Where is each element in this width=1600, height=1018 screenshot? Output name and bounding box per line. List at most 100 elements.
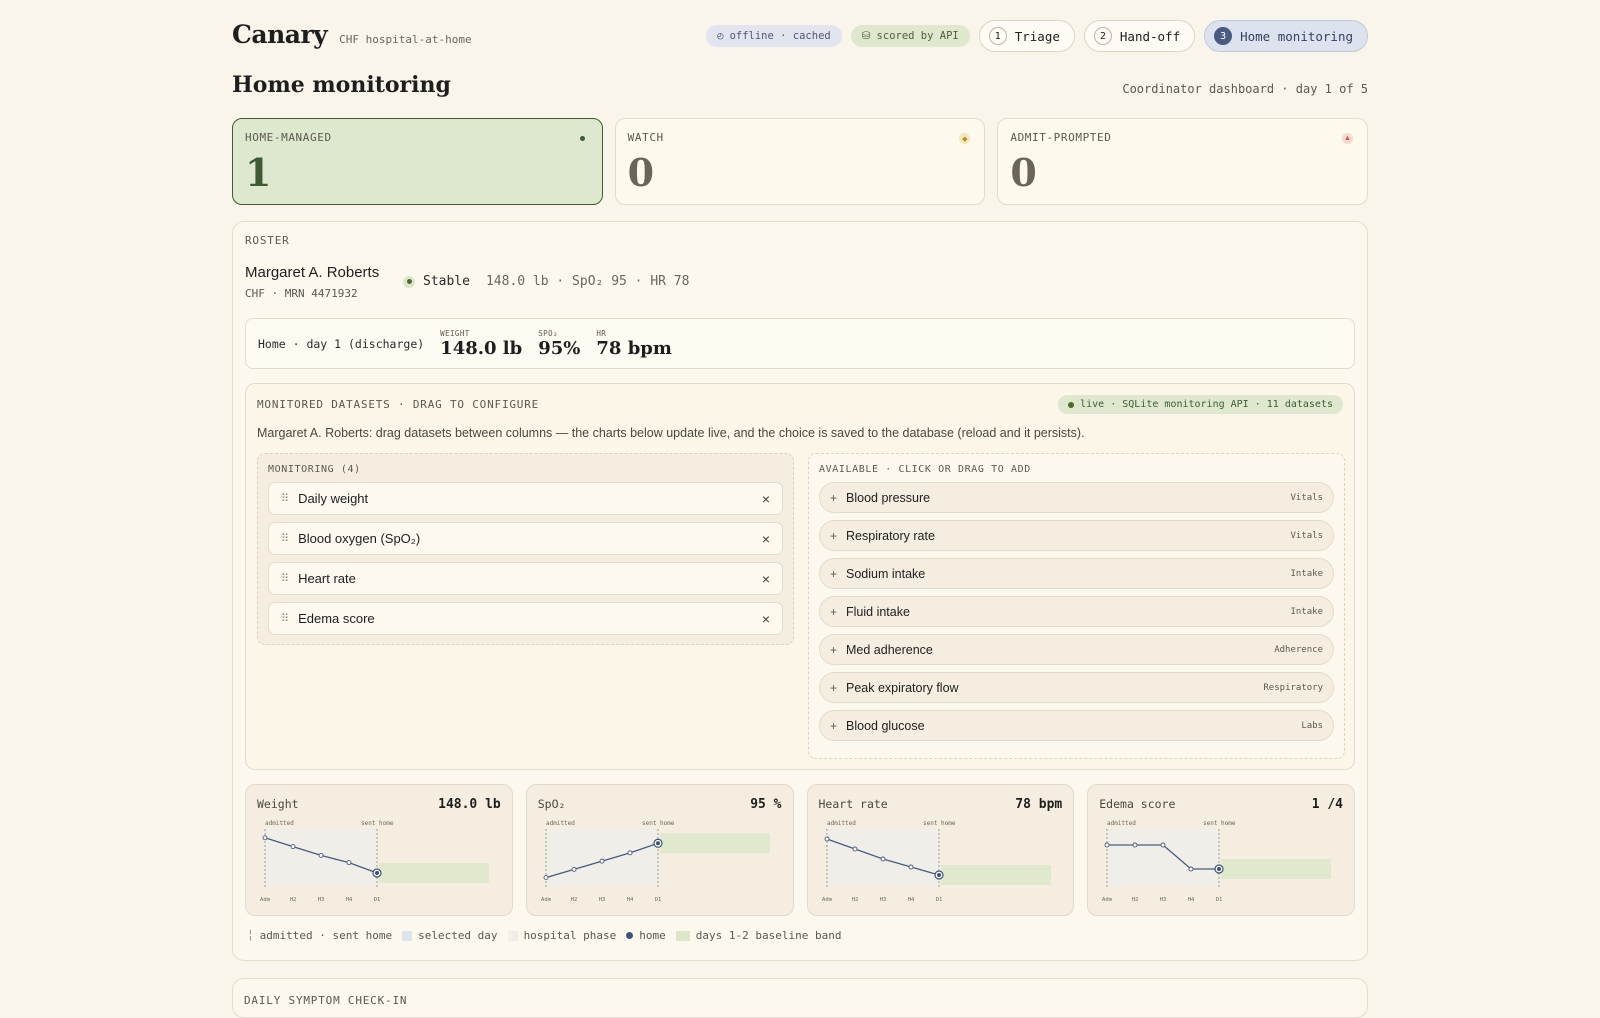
- stat-label: WATCH: [627, 131, 664, 144]
- patient-name: Margaret A. Roberts: [245, 264, 380, 281]
- page-meta: Coordinator dashboard · day 1 of 5: [1122, 82, 1368, 96]
- plus-icon: +: [830, 642, 838, 657]
- drag-handle-icon[interactable]: ⠿: [281, 613, 289, 625]
- offline-label: offline · cached: [729, 30, 831, 42]
- chart-spo2[interactable]: SpO₂ 95 % admitted sent home Adm H2 H3 H4 D1: [525, 784, 794, 916]
- step-number: 2: [1093, 27, 1112, 45]
- brand: Canary CHF hospital-at-home: [232, 20, 472, 49]
- day-summary: Home · day 1 (discharge) WEIGHT 148.0 lb…: [245, 318, 1355, 369]
- x-tick-label: H2: [570, 897, 577, 903]
- metric-key: HR: [596, 328, 607, 338]
- available-column[interactable]: AVAILABLE · CLICK OR DRAG TO ADD + Blood…: [808, 453, 1345, 759]
- dataset-category: Adherence: [1274, 644, 1323, 655]
- step-number: 3: [1214, 27, 1233, 45]
- step-triage[interactable]: 1 Triage: [978, 20, 1075, 52]
- x-tick-label: D1: [1216, 897, 1223, 903]
- chart-heart-rate[interactable]: Heart rate 78 bpm admitted sent home Adm H2…: [806, 784, 1075, 916]
- baseline-band: [379, 863, 489, 883]
- data-point: [880, 856, 885, 862]
- plus-icon: +: [830, 680, 838, 695]
- api-badge: ⛁ scored by API: [850, 25, 970, 47]
- remove-icon[interactable]: ×: [761, 490, 770, 507]
- chart-svg[interactable]: admitted sent home Adm H2 H3 H4 D1: [538, 817, 778, 905]
- stat-value: 0: [627, 150, 655, 195]
- baseline-band: [659, 833, 770, 854]
- plus-icon: +: [830, 604, 838, 619]
- annotation-sent-home: sent home: [361, 820, 394, 827]
- dataset-category: Respiratory: [1263, 682, 1323, 693]
- x-tick-label: Adm: [1102, 897, 1113, 903]
- data-point: [1188, 866, 1194, 872]
- data-point: [824, 836, 829, 842]
- x-tick-label: H3: [318, 897, 325, 903]
- status-dot-icon: [579, 136, 585, 141]
- monitoring-column[interactable]: MONITORING (4) ⠿ Daily weight × ⠿ Blood …: [257, 453, 794, 645]
- monitored-dataset[interactable]: ⠿ Heart rate ×: [268, 562, 783, 595]
- stat-admit-prompted[interactable]: ADMIT-PROMPTED 0 ▲: [997, 118, 1369, 205]
- data-point: [1160, 842, 1166, 848]
- x-tick-label: H4: [346, 897, 353, 903]
- stat-label: HOME-MANAGED: [245, 131, 332, 144]
- step-label: Home monitoring: [1240, 28, 1353, 44]
- patient-sub: CHF · MRN 4471932: [245, 287, 358, 300]
- dataset-label: Blood pressure: [846, 490, 931, 505]
- data-point: [543, 875, 549, 881]
- app-name: Canary: [232, 20, 328, 49]
- available-dataset[interactable]: + Blood glucose Labs: [819, 710, 1334, 741]
- stat-watch[interactable]: WATCH 0 ◆: [614, 118, 986, 205]
- patient-identity[interactable]: Margaret A. Roberts CHF · MRN 4471932: [245, 264, 379, 300]
- chart-edema[interactable]: Edema score 1 /4 admitted sent home Adm H2 H…: [1087, 784, 1355, 916]
- annotation-admitted: admitted: [1107, 820, 1136, 827]
- chart-weight[interactable]: Weight 148.0 lb admitted sent home Adm H2 H3…: [245, 784, 513, 916]
- data-point-selected: [375, 871, 379, 875]
- drag-handle-icon[interactable]: ⠿: [281, 533, 289, 545]
- data-point: [852, 846, 857, 852]
- step-hand-off[interactable]: 2 Hand-off: [1083, 20, 1196, 52]
- available-dataset[interactable]: + Med adherence Adherence: [819, 634, 1334, 665]
- home-dot-icon: [626, 932, 634, 939]
- monitored-dataset[interactable]: ⠿ Daily weight ×: [268, 482, 783, 515]
- available-dataset[interactable]: + Fluid intake Intake: [819, 596, 1334, 627]
- remove-icon[interactable]: ×: [761, 530, 770, 547]
- data-point: [318, 852, 324, 858]
- data-point-selected: [655, 841, 660, 846]
- dataset-label: Peak expiratory flow: [846, 680, 959, 695]
- available-dataset[interactable]: + Peak expiratory flow Respiratory: [819, 672, 1334, 703]
- roster-label: ROSTER: [245, 234, 290, 247]
- data-point: [262, 835, 268, 841]
- step-home-monitoring[interactable]: 3 Home monitoring: [1204, 20, 1368, 52]
- chart-title: Heart rate: [818, 797, 888, 811]
- chart-svg[interactable]: admitted sent home Adm H2 H3 H4 D1: [1099, 817, 1339, 905]
- patient-vitals: 148.0 lb · SpO₂ 95 · HR 78: [485, 274, 690, 289]
- available-dataset[interactable]: + Blood pressure Vitals: [819, 482, 1334, 513]
- baseline-band: [940, 865, 1051, 885]
- symptom-label: DAILY SYMPTOM CHECK-IN: [244, 994, 408, 1007]
- plus-icon: +: [830, 566, 838, 581]
- live-label: live · SQLite monitoring API · 11 datase…: [1080, 399, 1333, 410]
- stat-home-managed[interactable]: HOME-MANAGED 1: [232, 118, 603, 205]
- data-point: [1104, 842, 1110, 848]
- x-tick-label: D1: [654, 897, 661, 903]
- hospital-swatch-icon: [507, 930, 518, 941]
- stat-cards: HOME-MANAGED 1 WATCH 0 ◆ ADMIT-PROMPTED …: [232, 118, 1369, 205]
- x-tick-label: H2: [1132, 897, 1139, 903]
- metric-weight: WEIGHT 148.0 lb: [440, 329, 522, 359]
- chart-svg[interactable]: admitted sent home Adm H2 H3 H4 D1: [257, 817, 497, 905]
- annotation-admitted: admitted: [546, 820, 575, 827]
- dataset-label: Fluid intake: [846, 604, 910, 619]
- monitored-dataset[interactable]: ⠿ Blood oxygen (SpO₂) ×: [268, 522, 783, 555]
- stable-icon: [403, 275, 415, 288]
- step-number: 1: [988, 27, 1007, 45]
- monitored-dataset[interactable]: ⠿ Edema score ×: [268, 602, 783, 635]
- chart-svg[interactable]: admitted sent home Adm H2 H3 H4 D1: [819, 817, 1059, 905]
- available-dataset[interactable]: + Respiratory rate Vitals: [819, 520, 1334, 551]
- x-tick-label: H3: [879, 897, 886, 903]
- metric-value: 78 bpm: [596, 337, 672, 359]
- available-dataset[interactable]: + Sodium intake Intake: [819, 558, 1334, 589]
- drag-handle-icon[interactable]: ⠿: [281, 573, 289, 585]
- selected-swatch-icon: [402, 930, 413, 941]
- stat-value: 1: [245, 150, 272, 195]
- remove-icon[interactable]: ×: [761, 570, 770, 587]
- drag-handle-icon[interactable]: ⠿: [281, 493, 289, 505]
- remove-icon[interactable]: ×: [761, 610, 770, 627]
